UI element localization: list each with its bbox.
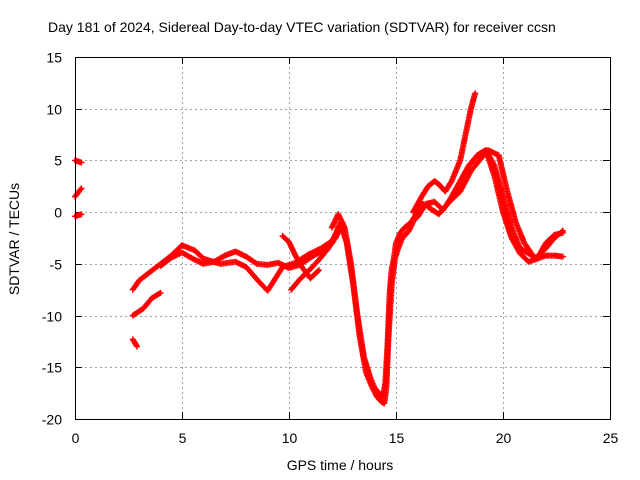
series-s2	[72, 185, 85, 200]
series-s12	[410, 90, 479, 216]
y-tick-label: -20	[42, 412, 62, 428]
data-point	[559, 229, 566, 236]
data-point	[133, 342, 140, 349]
data-point	[490, 161, 497, 168]
series-s11	[330, 198, 425, 407]
y-axis-label: SDTVAR / TECUs	[6, 183, 22, 295]
x-tick-label: 0	[72, 430, 80, 446]
data-point	[157, 289, 164, 296]
y-tick-label: -10	[42, 309, 62, 325]
series-s9	[288, 233, 340, 293]
data-point	[78, 211, 85, 218]
data-point	[134, 343, 141, 350]
series-s7	[157, 229, 342, 271]
data-point	[315, 267, 322, 274]
y-tick-label: 0	[54, 205, 62, 221]
y-tick-label: 5	[54, 153, 62, 169]
data-point	[472, 90, 479, 97]
data-point	[314, 268, 321, 275]
chart-title: Day 181 of 2024, Sidereal Day-to-day VTE…	[48, 19, 556, 35]
y-tick-label: 10	[46, 102, 62, 118]
series-s4	[129, 336, 141, 350]
data-point	[156, 290, 163, 297]
series-s5	[129, 289, 164, 319]
data-point	[78, 185, 85, 192]
series-s8	[279, 232, 322, 282]
x-tick-label: 5	[179, 430, 187, 446]
series-s3	[72, 211, 85, 220]
x-tick-label: 20	[496, 430, 512, 446]
series-s15	[474, 147, 566, 262]
data-point	[78, 159, 85, 166]
y-tick-label: 15	[46, 50, 62, 66]
data-marks	[72, 90, 566, 407]
data-point	[77, 186, 84, 193]
grid	[75, 57, 610, 419]
x-tick-label: 10	[282, 430, 298, 446]
tick-labels: 0 5 10 15 20 25 15 10 5 0 -5 -10 -15 -20	[42, 50, 619, 447]
data-point	[252, 260, 259, 267]
x-axis-label: GPS time / hours	[287, 457, 394, 473]
series-s1	[72, 157, 85, 166]
x-tick-label: 15	[389, 430, 405, 446]
plot-frame	[75, 57, 611, 420]
x-tick-label: 25	[603, 430, 619, 446]
data-point	[559, 253, 566, 260]
y-tick-label: -5	[50, 257, 63, 273]
y-tick-label: -15	[42, 360, 62, 376]
